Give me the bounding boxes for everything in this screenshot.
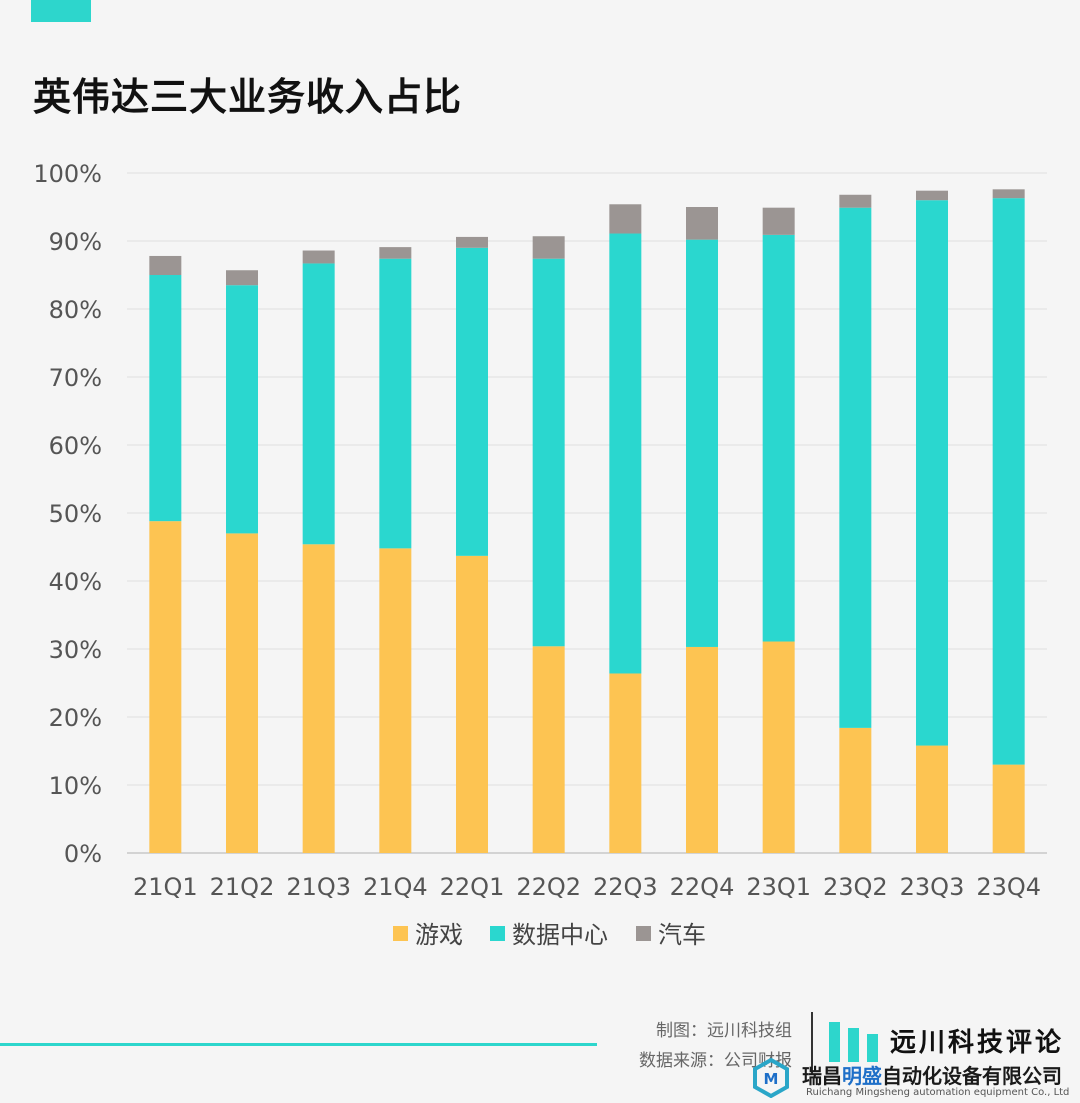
legend-swatch: [490, 926, 505, 941]
x-tick-label: 21Q2: [210, 873, 275, 901]
grid-lines: [127, 172, 1047, 854]
bar-segment: [532, 646, 565, 853]
x-tick-label: 23Q4: [976, 873, 1041, 901]
bar-segment: [762, 234, 795, 642]
legend-label: 游戏: [415, 921, 463, 949]
y-tick-label: 100%: [33, 160, 102, 188]
bar-segment: [149, 521, 182, 853]
legend-swatch: [393, 926, 408, 941]
credit-source: 数据来源：公司财报: [639, 1051, 792, 1071]
bar-segment: [379, 247, 412, 259]
bar-segment: [532, 236, 565, 259]
svg-text:M: M: [764, 1070, 779, 1088]
y-tick-label: 60%: [49, 432, 102, 460]
chart-title: 英伟达三大业务收入占比: [33, 75, 463, 119]
bar-segment: [916, 190, 948, 201]
bar-series: [149, 189, 1025, 853]
x-tick-label: 22Q1: [440, 873, 505, 901]
bar-segment: [992, 764, 1025, 853]
bar-segment: [839, 194, 872, 208]
bar-segment: [762, 207, 795, 235]
y-tick-label: 40%: [49, 568, 102, 596]
top-accent-tab: [31, 0, 91, 22]
bar-segment: [302, 544, 335, 853]
bar-segment: [609, 233, 642, 674]
legend-label: 数据中心: [512, 921, 608, 949]
bar-segment: [149, 275, 182, 522]
x-tick-label: 23Q1: [746, 873, 811, 901]
credit-maker: 制图：远川科技组: [656, 1021, 792, 1041]
watermark-logo-icon: M: [753, 1058, 789, 1098]
bar-segment: [302, 263, 335, 545]
brand-name: 远川科技评论: [890, 1028, 1065, 1058]
bar-segment: [609, 673, 642, 853]
bar-segment: [226, 533, 258, 853]
x-tick-label: 23Q2: [823, 873, 888, 901]
bar-segment: [456, 236, 488, 248]
bar-segment: [609, 204, 642, 234]
bar-segment: [149, 255, 182, 275]
x-tick-label: 21Q4: [363, 873, 428, 901]
bar-segment: [226, 270, 258, 286]
bar-segment: [532, 258, 565, 647]
x-tick-label: 21Q3: [286, 873, 351, 901]
legend-label: 汽车: [658, 921, 706, 949]
x-axis-ticks: 21Q1 21Q2 21Q3 21Q4 22Q1 22Q2 22Q3 22Q4 23Q1 23Q2…: [133, 873, 1041, 901]
bar-segment: [992, 189, 1025, 199]
bar-segment: [379, 548, 412, 853]
bar-segment: [839, 207, 872, 728]
y-tick-label: 20%: [49, 704, 102, 732]
y-tick-label: 50%: [49, 500, 102, 528]
x-tick-label: 21Q1: [133, 873, 198, 901]
bar-segment: [762, 641, 795, 853]
stacked-bar-chart: 0%10%20%30%40%50%60%70%80%90%100% 21Q1 21…: [33, 160, 1047, 949]
bar-segment: [916, 745, 948, 853]
bar-segment: [226, 285, 258, 534]
y-tick-label: 80%: [49, 296, 102, 324]
y-axis-ticks: 0% 10% 20% 30% 40% 50% 60% 70% 80% 90% 100%: [33, 160, 102, 868]
bar-segment: [379, 258, 412, 549]
watermark-company-subtitle: Ruichang Mingsheng automation equipment …: [806, 1087, 1070, 1098]
bar-segment: [839, 727, 872, 853]
y-tick-label: 70%: [49, 364, 102, 392]
brand-logo-icon: [827, 1022, 887, 1062]
y-tick-label: 90%: [49, 228, 102, 256]
x-tick-label: 22Q2: [516, 873, 581, 901]
bar-segment: [686, 646, 718, 853]
y-tick-label: 10%: [49, 772, 102, 800]
x-tick-label: 22Q3: [593, 873, 658, 901]
legend: 游戏 数据中心 汽车: [393, 921, 706, 949]
bar-segment: [302, 250, 335, 264]
x-tick-label: 22Q4: [670, 873, 735, 901]
bar-segment: [992, 198, 1025, 765]
bar-segment: [456, 555, 488, 853]
footer-divider: [811, 1012, 813, 1074]
bar-segment: [686, 239, 718, 647]
y-tick-label: 0%: [64, 840, 102, 868]
bar-segment: [456, 247, 488, 556]
bar-segment: [686, 207, 718, 240]
watermark-company-name: 瑞昌明盛自动化设备有限公司: [802, 1064, 1062, 1088]
x-tick-label: 23Q3: [900, 873, 965, 901]
legend-swatch: [636, 926, 651, 941]
footer-accent-line: [0, 1043, 597, 1046]
bar-segment: [916, 200, 948, 746]
y-tick-label: 30%: [49, 636, 102, 664]
